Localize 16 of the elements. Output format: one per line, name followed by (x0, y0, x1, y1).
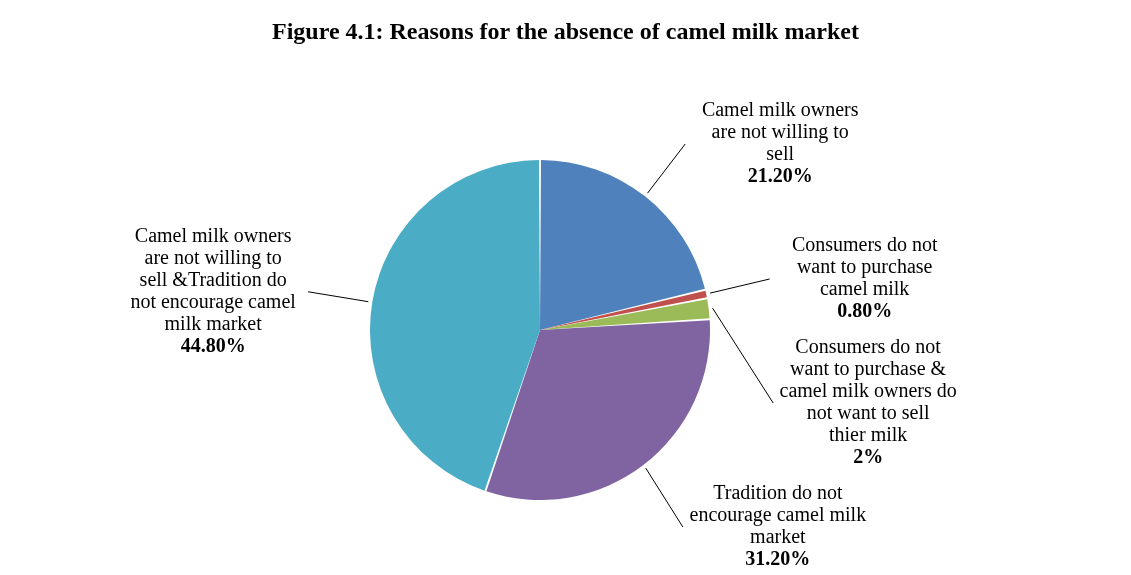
slice-label: Consumers do not want to purchase & camel milk owners do not want to sell thier milk (779, 335, 957, 445)
chart-title: Figure 4.1: Reasons for the absence of camel milk market (271, 18, 860, 44)
data-label: 21.20% (747, 164, 813, 187)
data-label: 0.80% (837, 299, 893, 321)
slice-label: Camel milk owners are not willing to sell (701, 98, 859, 165)
pie-slice (540, 160, 705, 330)
slice-label: Tradition do not encourage camel milk market (689, 481, 867, 547)
data-label: 44.80% (180, 333, 246, 356)
pie-slice (540, 299, 710, 330)
pie-slice (540, 290, 707, 330)
pie-slice (370, 160, 540, 491)
slice-label: Camel milk owners are not willing to sell &Tradition do not encourage camel milk market (130, 223, 297, 334)
data-label: 2% (853, 445, 884, 467)
pie-slice (486, 320, 710, 500)
data-label: 31.20% (745, 547, 811, 569)
slice-label: Consumers do not want to purchase camel milk (791, 233, 938, 299)
